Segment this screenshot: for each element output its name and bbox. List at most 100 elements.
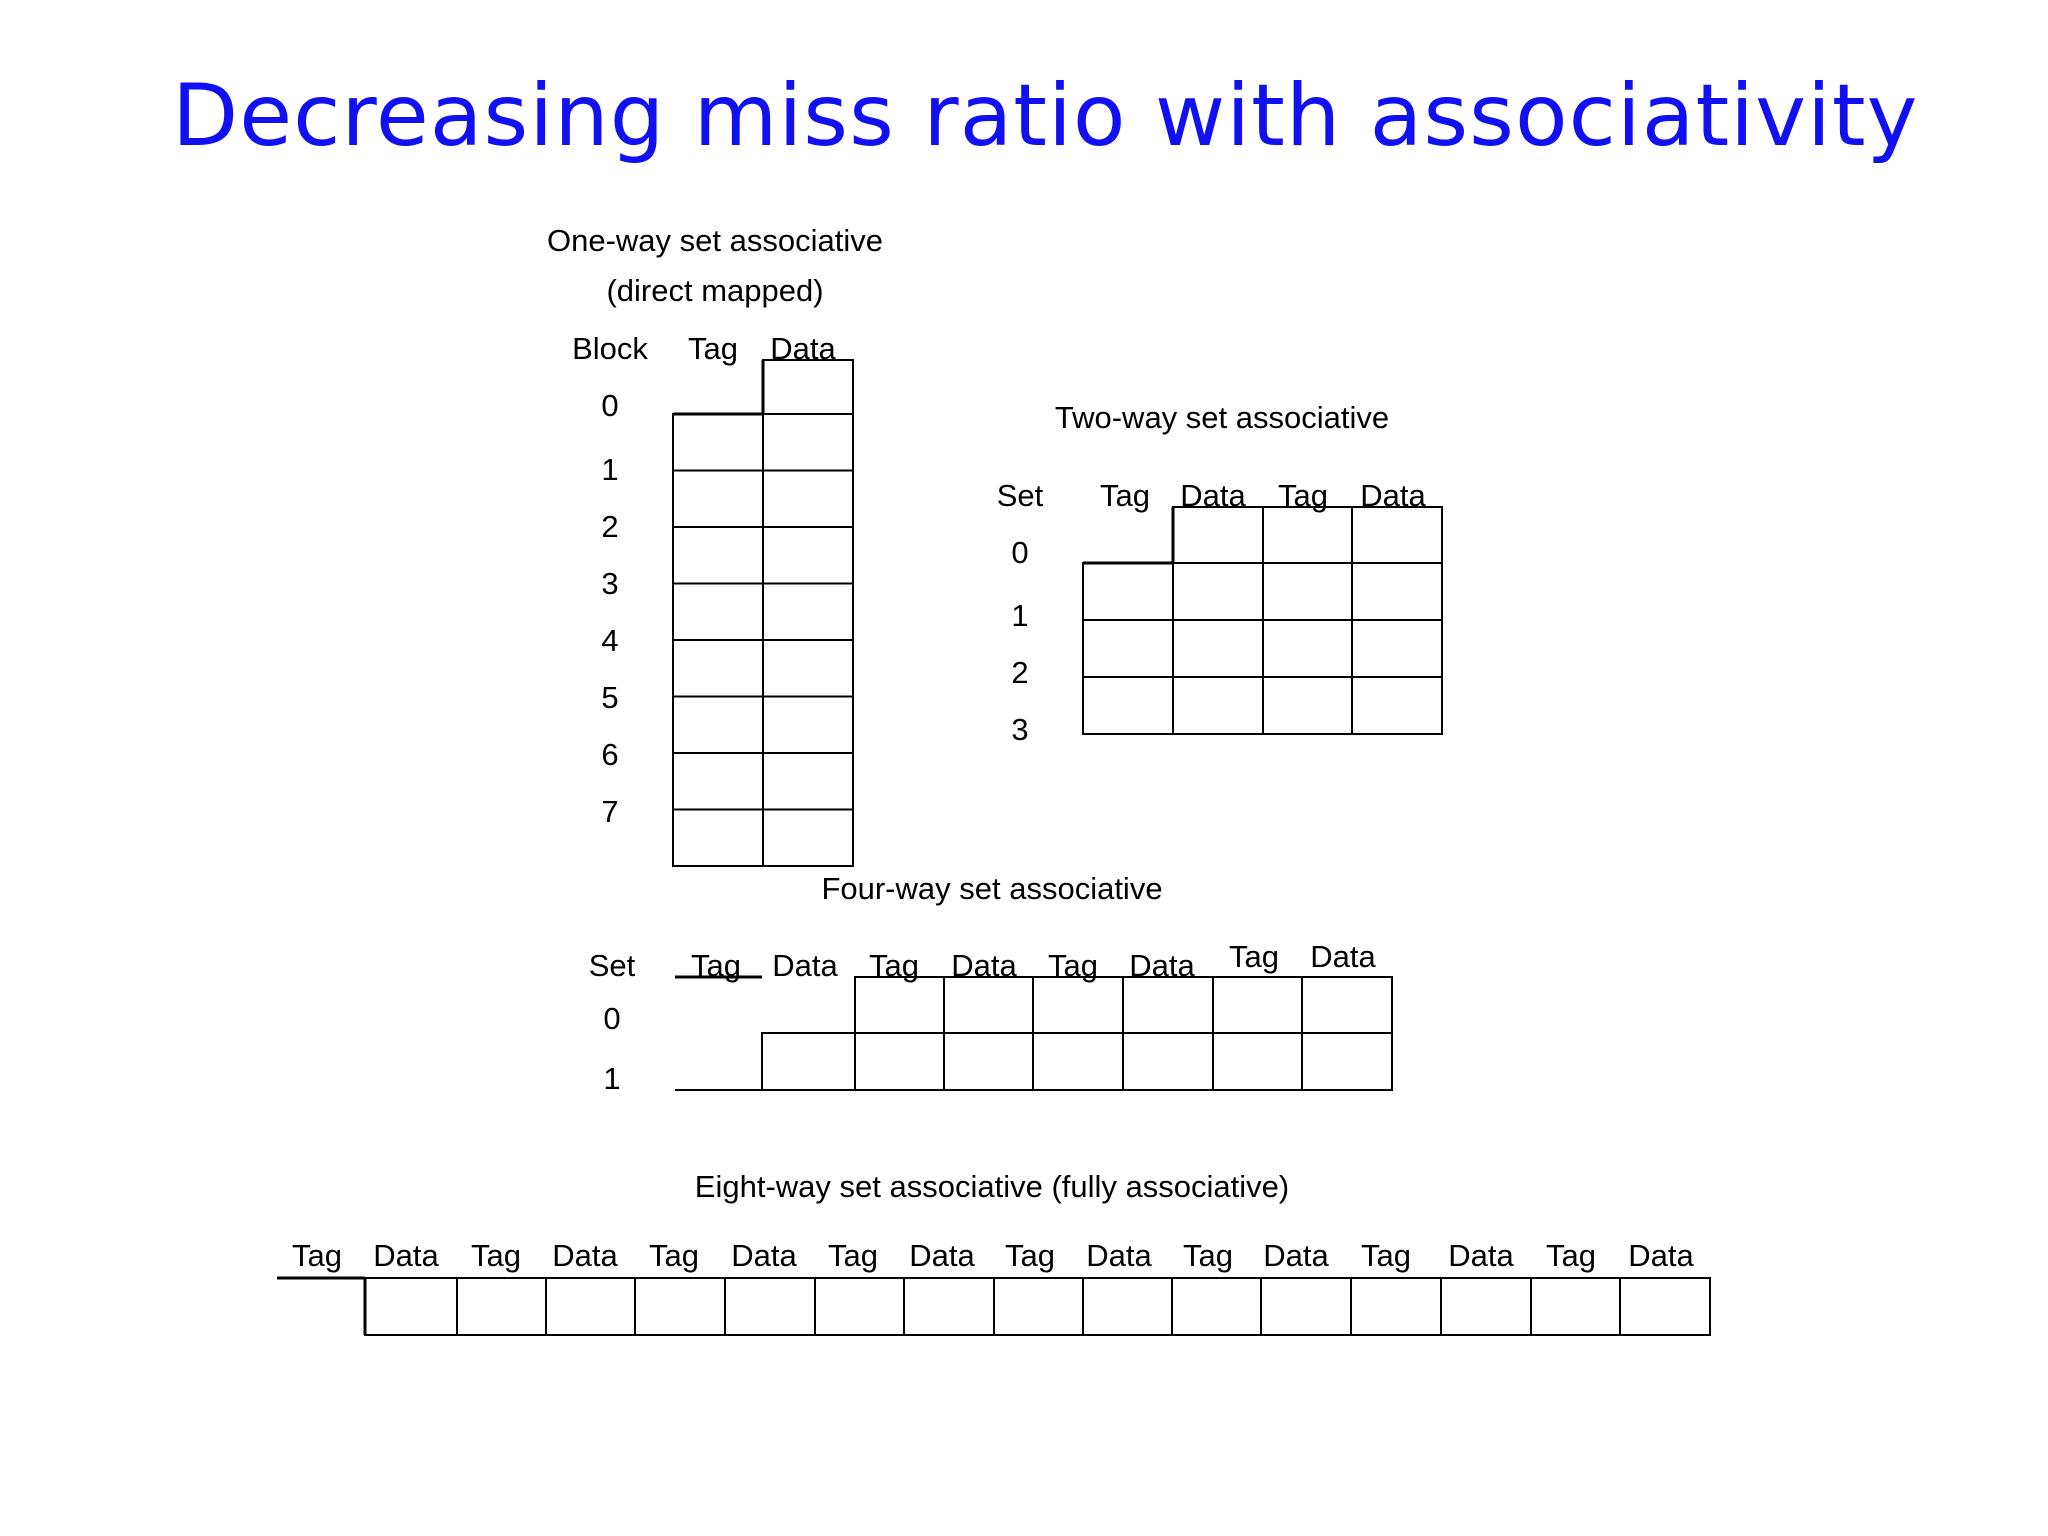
- eight-way-cell: [1171, 1277, 1262, 1336]
- eight-way-cell: [1530, 1277, 1621, 1336]
- one-way-block-label: 6: [601, 737, 618, 772]
- one-way-data-cell: [762, 526, 854, 585]
- two-way-set-label: 0: [1011, 535, 1028, 570]
- four-way-cell: [1122, 976, 1214, 1034]
- four-way-cell: [1212, 976, 1303, 1034]
- four-way-cell: [854, 976, 945, 1034]
- four-way-cell: [943, 1032, 1034, 1091]
- four-way-cell: [1032, 976, 1124, 1034]
- one-way-data-cell: [762, 413, 854, 472]
- slide-title: Decreasing miss ratio with associativity: [172, 66, 1919, 166]
- eight-way-col-header: Data: [1086, 1238, 1152, 1273]
- two-way-row-header: Set: [997, 478, 1044, 513]
- eight-way-cell: [814, 1277, 905, 1336]
- two-way-cell: [1351, 562, 1443, 621]
- two-way-cell: [1351, 676, 1443, 735]
- four-way-cell: [1301, 1032, 1393, 1091]
- eight-way-cell: [903, 1277, 995, 1336]
- eight-way-cell: [1619, 1277, 1711, 1336]
- eight-way-cell: [1440, 1277, 1532, 1336]
- eight-way-col-header: Tag: [292, 1238, 342, 1273]
- eight-way-cell: [545, 1277, 636, 1336]
- four-way-cell: [1301, 976, 1393, 1034]
- four-way-cell: [943, 976, 1034, 1034]
- eight-way-cell: [634, 1277, 726, 1336]
- two-way-set-label: 1: [1011, 598, 1028, 633]
- two-way-title: Two-way set associative: [1055, 400, 1389, 435]
- two-way-cell: [1172, 562, 1264, 621]
- one-way-tag-cell: [672, 808, 764, 867]
- four-way-title: Four-way set associative: [821, 871, 1162, 906]
- eight-way-cell: [993, 1277, 1084, 1336]
- eight-way-col-header: Data: [552, 1238, 618, 1273]
- four-way-row-header: Set: [589, 948, 636, 983]
- four-way-col-header: Data: [1310, 939, 1376, 974]
- one-way-col-header-tag: Tag: [688, 331, 738, 366]
- four-way-col-header: Tag: [1229, 939, 1279, 974]
- one-way-data-cell: [762, 582, 854, 641]
- one-way-block-label: 4: [601, 623, 618, 658]
- eight-way-cache: Eight-way set associative (fully associa…: [277, 1169, 1711, 1336]
- one-way-cache: One-way set associative (direct mapped) Bl…: [547, 223, 883, 867]
- two-way-cell: [1351, 619, 1443, 678]
- one-way-block-label: 3: [601, 566, 618, 601]
- eight-way-col-header: Tag: [1183, 1238, 1233, 1273]
- two-way-set-label: 2: [1011, 655, 1028, 690]
- one-way-block-label: 0: [601, 388, 618, 423]
- one-way-tag-cell: [672, 639, 764, 698]
- eight-way-col-header: Tag: [1361, 1238, 1411, 1273]
- eight-way-col-header: Data: [373, 1238, 439, 1273]
- eight-way-col-header: Tag: [471, 1238, 521, 1273]
- one-way-tag-cell: [672, 752, 764, 811]
- two-way-cell: [1172, 619, 1264, 678]
- two-way-cell: [1262, 562, 1353, 621]
- eight-way-col-header: Tag: [1005, 1238, 1055, 1273]
- eight-way-cell: [1350, 1277, 1442, 1336]
- two-way-cell: [1172, 676, 1264, 735]
- two-way-cell: [1082, 619, 1174, 678]
- four-way-cell: [854, 1032, 945, 1091]
- eight-way-cell: [456, 1277, 547, 1336]
- one-way-subtitle: (direct mapped): [606, 273, 823, 308]
- one-way-row-header: Block: [572, 331, 648, 366]
- four-way-cell: [1032, 1032, 1124, 1091]
- two-way-set-label: 3: [1011, 712, 1028, 747]
- four-way-cell: [1122, 1032, 1214, 1091]
- two-way-cell: [1082, 676, 1174, 735]
- two-way-cell: [1082, 562, 1174, 621]
- one-way-data-cell: [762, 695, 854, 754]
- eight-way-col-header: Tag: [1546, 1238, 1596, 1273]
- two-way-col-header: Tag: [1100, 478, 1150, 513]
- two-way-cell: [1172, 506, 1264, 564]
- two-way-cell: [1262, 619, 1353, 678]
- eight-way-cell: [364, 1277, 458, 1336]
- eight-way-col-header: Tag: [828, 1238, 878, 1273]
- one-way-block-label: 7: [601, 794, 618, 829]
- eight-way-col-header: Data: [1448, 1238, 1514, 1273]
- eight-way-cell: [1082, 1277, 1173, 1336]
- eight-way-cell: [724, 1277, 816, 1336]
- eight-way-col-header: Tag: [649, 1238, 699, 1273]
- four-way-cell: [1212, 1032, 1303, 1091]
- four-way-set-label: 0: [603, 1001, 620, 1036]
- one-way-title: One-way set associative: [547, 223, 883, 258]
- one-way-tag-cell: [672, 413, 764, 472]
- one-way-data-cell: [762, 639, 854, 698]
- eight-way-col-header: Data: [1628, 1238, 1694, 1273]
- one-way-tag-cell: [672, 526, 764, 585]
- eight-way-col-header: Data: [731, 1238, 797, 1273]
- one-way-tag-cell: [672, 469, 764, 528]
- eight-way-col-header: Data: [909, 1238, 975, 1273]
- eight-way-title: Eight-way set associative (fully associa…: [695, 1169, 1289, 1204]
- one-way-block-label: 1: [601, 452, 618, 487]
- one-way-data-cell: [762, 808, 854, 867]
- one-way-tag-cell: [672, 582, 764, 641]
- four-way-set-label: 1: [603, 1061, 620, 1096]
- eight-way-col-header: Data: [1263, 1238, 1329, 1273]
- two-way-cell: [1262, 506, 1353, 564]
- two-way-cell: [1351, 506, 1443, 564]
- four-way-col-header: Data: [772, 948, 838, 983]
